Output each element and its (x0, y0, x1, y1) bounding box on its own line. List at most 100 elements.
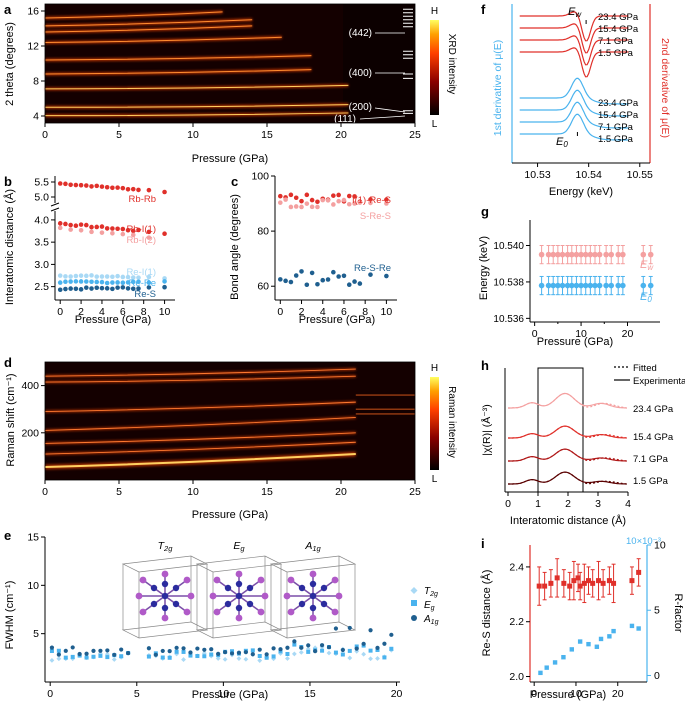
point-a1g (105, 648, 110, 653)
fitted-curve (508, 448, 627, 462)
pressure-label-3: 7.1 GPa (633, 454, 669, 465)
point-eg (271, 654, 276, 659)
axes: 0 10 20 10.536 10.538 10.540 (493, 220, 660, 340)
point-a1g (146, 646, 152, 651)
point-re-s (73, 286, 79, 292)
point-i1-re-s (309, 197, 315, 203)
x-tick-label: 8 (362, 306, 368, 318)
point-a1g (375, 645, 380, 650)
point-e0 (620, 282, 626, 289)
point-rb-rb (104, 184, 110, 190)
point-re-re (136, 279, 141, 285)
point-rb-i1 (162, 231, 167, 237)
point-eg (320, 648, 325, 653)
point-a1g (63, 648, 68, 653)
y-tick-label-right: 0 (654, 670, 660, 682)
x-axis-label: Pressure (GPa) (537, 336, 613, 348)
y-tick-label: 2.5 (34, 281, 49, 293)
first-derivative-curve (519, 77, 629, 105)
re-atom (161, 580, 169, 588)
point-rb-i1 (68, 222, 73, 228)
re-atom (150, 600, 158, 608)
label-re-s-re: Re-S-Re (354, 263, 391, 274)
point-a1g (98, 648, 103, 653)
experimental-curve (508, 425, 627, 439)
point-re-s (115, 285, 120, 290)
point-a1g (382, 641, 387, 646)
point-rb-rb (162, 189, 167, 195)
peak-labels: (442) (400) (200) (111) (334, 8, 413, 125)
point-rb-i2 (68, 227, 73, 232)
raman-line (44, 441, 356, 455)
y-tick-label: 4 (33, 111, 39, 123)
x-axis-label: Interatomic distance (Å) (510, 514, 626, 527)
point-eg (119, 654, 124, 659)
point-i1-re-s (384, 197, 389, 203)
x-tick-label: 10 (187, 486, 199, 498)
point-s-re-s (309, 204, 315, 210)
point-eg (146, 654, 151, 659)
y-tick-label: 5 (33, 628, 39, 640)
point-re-s (94, 285, 100, 291)
s-atom (287, 576, 295, 584)
point-re-re (120, 280, 126, 286)
point-re-re (57, 280, 63, 285)
point-e0 (587, 282, 594, 289)
point-rb-i2 (120, 231, 126, 237)
panel-letter-h: h (481, 358, 489, 373)
point-a1g (56, 652, 61, 657)
point-re-re (99, 279, 105, 285)
point-ew (596, 251, 603, 258)
point-r-factor (569, 647, 574, 652)
point-ew (564, 251, 571, 258)
point-s-re-s (283, 197, 288, 202)
colorbar (430, 377, 439, 470)
panel-a-xrd-heatmap: (442) (400) (200) (111) 0 5 10 15 20 25 4 8 12 16… (4, 3, 457, 165)
point-a1g (153, 652, 158, 657)
point-t2g (222, 656, 228, 662)
axis-break (50, 202, 60, 207)
point-ew (647, 251, 654, 258)
point-rb-i1 (104, 226, 110, 231)
re-atom (224, 584, 232, 592)
point-s-re-s (304, 201, 310, 206)
cell-bottom-face (121, 621, 209, 639)
x-tick-label: 10 (187, 129, 199, 141)
label-rb-i1: Rb-I(1) (126, 224, 156, 235)
x-tick-label: 0 (531, 688, 537, 700)
point-a1g (264, 652, 269, 657)
y-tick-label: 10.536 (493, 314, 524, 325)
point-re-s (561, 580, 567, 586)
s-atom (161, 614, 169, 622)
point-t2g (298, 649, 304, 655)
point-ew (620, 251, 626, 258)
panel-letter-d: d (4, 355, 12, 370)
re-atom (298, 584, 306, 592)
point-e0 (564, 282, 571, 289)
point-ew (615, 251, 622, 258)
point-t2g (285, 656, 290, 661)
raman-line (44, 453, 356, 469)
point-t2g (291, 651, 297, 657)
point-t2g (56, 656, 62, 662)
colorbar-high: H (431, 6, 438, 17)
point-re-s-re (331, 269, 336, 275)
point-re-i1 (84, 273, 89, 279)
point-re-s (577, 583, 583, 589)
point-re-s-re (283, 278, 288, 284)
point-rb-rb (130, 186, 136, 192)
marker-e0: E0 (556, 136, 568, 149)
x-tick-label: 10 (218, 688, 230, 700)
point-re-i1 (115, 273, 120, 279)
point-t2g (361, 651, 367, 657)
point-re-s-re (352, 279, 357, 284)
crystal-inset-eg (195, 555, 283, 639)
point-re-i1 (110, 274, 115, 280)
point-a1g (236, 650, 242, 655)
x-tick-label: 4 (99, 306, 105, 318)
s-atom (257, 576, 265, 584)
point-re-i1 (78, 273, 84, 278)
distance-and-rfactor-points (536, 558, 642, 676)
s-atom (257, 608, 265, 616)
point-ew (545, 251, 552, 258)
